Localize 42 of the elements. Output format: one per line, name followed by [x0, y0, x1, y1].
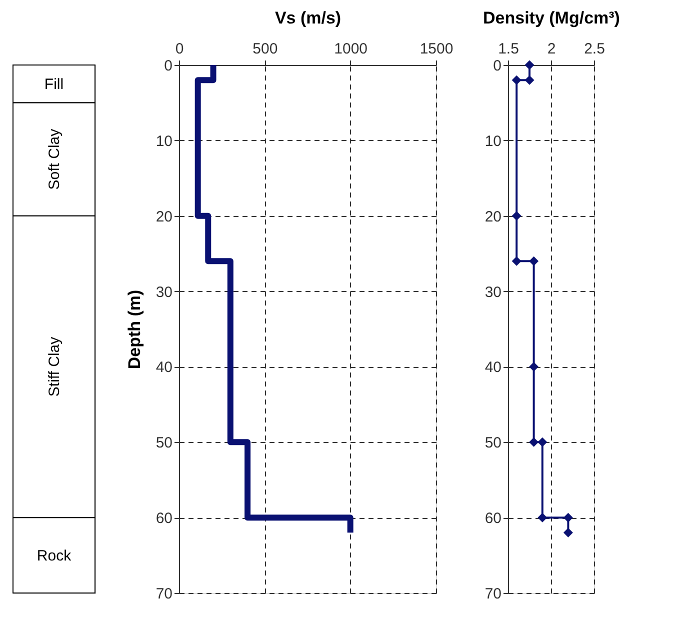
y-tick-label: 50 — [156, 434, 172, 452]
point — [563, 528, 573, 538]
point — [563, 512, 573, 522]
x-tick-label: 1000 — [334, 40, 368, 58]
y-tick-label: 20 — [484, 208, 502, 226]
y-tick-label: 60 — [156, 510, 172, 528]
series-label: Stiff Clay — [46, 336, 63, 397]
point — [512, 256, 522, 266]
point — [529, 362, 539, 372]
x-tick-label: 2.5 — [584, 40, 605, 58]
y-tick-label: 30 — [156, 284, 172, 301]
point — [538, 437, 548, 447]
point — [538, 512, 548, 522]
y-tick-label: 10 — [156, 132, 172, 150]
x-tick-label: 0 — [175, 40, 184, 58]
y-tick-label: 0 — [164, 58, 172, 74]
y-tick-label: 50 — [484, 434, 502, 452]
point — [512, 75, 522, 85]
point — [524, 75, 534, 85]
x-tick-label: 500 — [252, 40, 278, 58]
point — [524, 60, 534, 70]
y-tick-label: 70 — [156, 586, 172, 602]
y-tick-label: 0 — [493, 58, 502, 74]
x-tick-label: 2 — [547, 40, 556, 58]
point — [529, 437, 539, 447]
y-tick-label: 60 — [484, 510, 502, 528]
x-tick-label: 1.5 — [498, 40, 519, 58]
point — [512, 211, 522, 221]
y-tick-label: 40 — [484, 359, 502, 376]
x-axis-title: Density (Mg/cm³) — [483, 8, 620, 28]
x-tick-label: 1500 — [420, 40, 454, 58]
series-label: Rock — [36, 547, 72, 564]
y-tick-label: 30 — [484, 284, 502, 301]
y-tick-label: 20 — [156, 208, 172, 226]
y-axis-title: Depth (m) — [124, 290, 144, 370]
series-label: Soft Clay — [46, 128, 63, 190]
y-tick-label: 10 — [484, 132, 502, 150]
series-label: Fill — [44, 76, 64, 93]
y-tick-label: 40 — [156, 359, 172, 376]
point — [529, 256, 539, 266]
x-axis-title: Vs (m/s) — [274, 8, 342, 28]
y-tick-label: 70 — [484, 586, 502, 602]
